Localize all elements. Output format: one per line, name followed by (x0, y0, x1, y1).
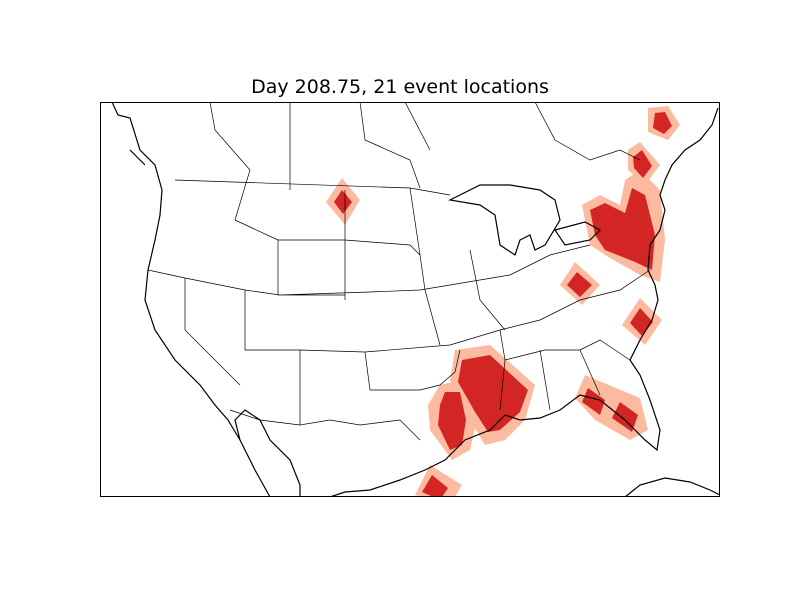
great-lakes (448, 184, 601, 256)
event-region (458, 355, 528, 432)
event-region (438, 392, 466, 450)
event-region (653, 112, 672, 134)
coastline (111, 102, 720, 497)
map-frame (100, 102, 720, 497)
event-region (567, 272, 592, 297)
event-cores (334, 112, 672, 497)
state-borders (147, 102, 651, 441)
event-region (334, 190, 352, 214)
event-halos (326, 106, 680, 497)
map-title: Day 208.75, 21 event locations (251, 76, 549, 98)
event-region (633, 150, 652, 178)
event-region (422, 475, 448, 497)
event-halo (575, 375, 648, 440)
canada-borders (359, 102, 641, 189)
event-region (590, 188, 655, 270)
